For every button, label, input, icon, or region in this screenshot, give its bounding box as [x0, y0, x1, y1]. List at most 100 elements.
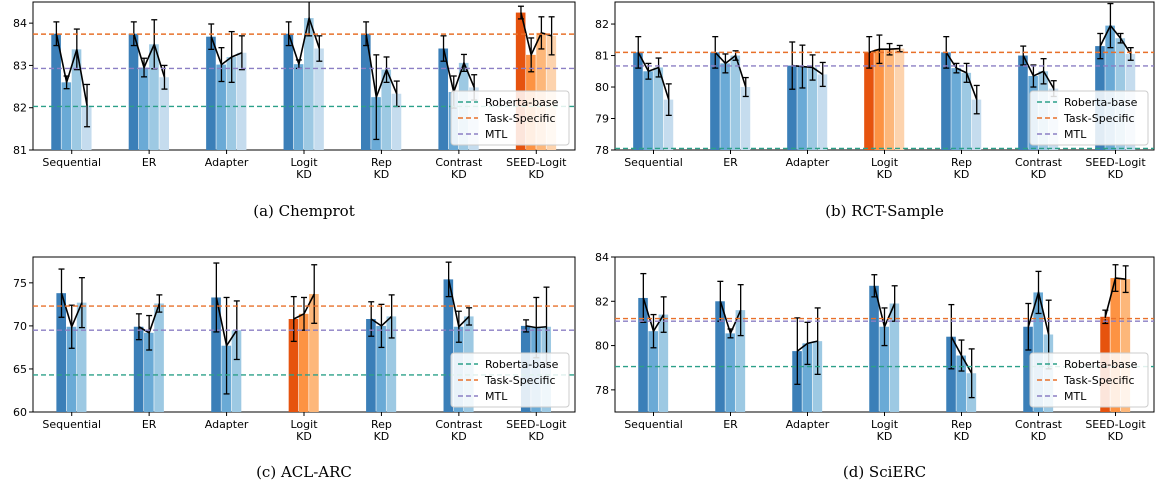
x-tick-label: Contrast — [1015, 156, 1063, 169]
x-tick-label: Adapter — [205, 156, 249, 169]
x-tick-label: KD — [528, 168, 544, 181]
y-tick-label: 75 — [13, 277, 27, 290]
trend-line — [869, 47, 900, 54]
bar — [309, 294, 319, 412]
x-tick-label: Contrast — [435, 156, 483, 169]
x-tick-label: KD — [528, 430, 544, 443]
legend-label: Task-Specific — [484, 112, 556, 125]
bar — [638, 297, 648, 412]
bar — [314, 48, 324, 151]
bar — [226, 56, 237, 150]
x-tick-label: Adapter — [786, 156, 830, 169]
y-tick-label: 65 — [13, 363, 27, 376]
bar — [951, 68, 961, 150]
x-tick-label: KD — [451, 430, 467, 443]
bar — [51, 33, 61, 150]
x-tick-label: Sequential — [624, 418, 683, 431]
legend-label: Roberta-base — [1064, 358, 1138, 371]
bar — [725, 333, 735, 412]
x-tick-label: SEED-Logit — [506, 418, 567, 431]
x-tick-label: KD — [1108, 168, 1124, 181]
trend-line — [210, 36, 243, 66]
bar — [633, 52, 643, 150]
y-tick-label: 83 — [13, 59, 27, 72]
legend-label: MTL — [1064, 128, 1087, 141]
y-tick-label: 80 — [595, 81, 609, 94]
bar — [288, 319, 299, 412]
x-tick-label: SEED-Logit — [1085, 156, 1146, 169]
trend-line — [792, 64, 824, 76]
x-tick-label: Logit — [290, 156, 318, 169]
bar — [735, 310, 746, 412]
bar — [138, 67, 149, 150]
bar — [376, 325, 386, 412]
trend-line — [637, 52, 670, 100]
x-tick-label: ER — [142, 156, 157, 169]
x-tick-label: Rep — [951, 156, 972, 169]
bar — [817, 74, 828, 150]
x-tick-label: Sequential — [42, 418, 101, 431]
trend-line — [365, 33, 398, 101]
bar — [391, 93, 402, 150]
legend-box — [450, 90, 570, 146]
trend-line — [287, 15, 321, 68]
x-tick-label: KD — [451, 168, 467, 181]
legend-label: Roberta-base — [485, 96, 559, 109]
x-tick-label: ER — [723, 156, 738, 169]
x-tick-label: Rep — [371, 418, 392, 431]
y-tick-label: 80 — [595, 340, 609, 353]
x-tick-label: Logit — [871, 418, 899, 431]
bar — [941, 52, 951, 150]
trend-line — [1099, 24, 1132, 55]
x-tick-label: SEED-Logit — [506, 156, 567, 169]
legend-label: MTL — [485, 128, 508, 141]
bar — [304, 18, 314, 150]
bar — [715, 301, 725, 412]
bar — [515, 12, 526, 151]
y-tick-label: 82 — [13, 102, 27, 115]
bar — [236, 52, 247, 150]
bar — [946, 336, 956, 412]
bar — [956, 355, 966, 412]
legend-label: Roberta-base — [1064, 96, 1138, 109]
bar — [663, 99, 674, 150]
panel-caption: (d) SciERC — [843, 463, 926, 481]
x-tick-label: KD — [374, 168, 390, 181]
bar — [128, 33, 139, 150]
bar — [807, 67, 818, 150]
bar — [1105, 25, 1115, 151]
legend: Roberta-base Task-Specific MTL — [1029, 352, 1149, 408]
x-tick-label: KD — [296, 430, 312, 443]
panel-caption: (a) Chemprot — [253, 202, 354, 220]
x-tick-label: KD — [877, 168, 893, 181]
x-tick-label: ER — [723, 418, 738, 431]
x-tick-label: Rep — [951, 418, 972, 431]
bar — [360, 33, 371, 150]
bar — [971, 99, 982, 150]
bar — [71, 49, 82, 150]
x-tick-label: KD — [954, 430, 970, 443]
bar — [889, 303, 900, 412]
bar — [653, 67, 664, 150]
bar — [797, 66, 807, 150]
y-tick-label: 78 — [595, 144, 609, 157]
trend-line — [1022, 55, 1055, 90]
bar — [76, 302, 87, 412]
bar — [730, 55, 741, 150]
trend-line — [133, 33, 166, 78]
bar — [216, 64, 226, 150]
bar — [710, 52, 720, 150]
legend-label: MTL — [485, 390, 508, 403]
bar — [1110, 278, 1120, 412]
bar — [648, 331, 658, 412]
y-tick-label: 60 — [13, 406, 27, 419]
panel-caption: (c) ACL-ARC — [256, 463, 352, 481]
bar — [206, 36, 216, 150]
x-tick-label: Contrast — [435, 418, 483, 431]
trend-line — [442, 48, 475, 95]
bar — [81, 105, 92, 150]
